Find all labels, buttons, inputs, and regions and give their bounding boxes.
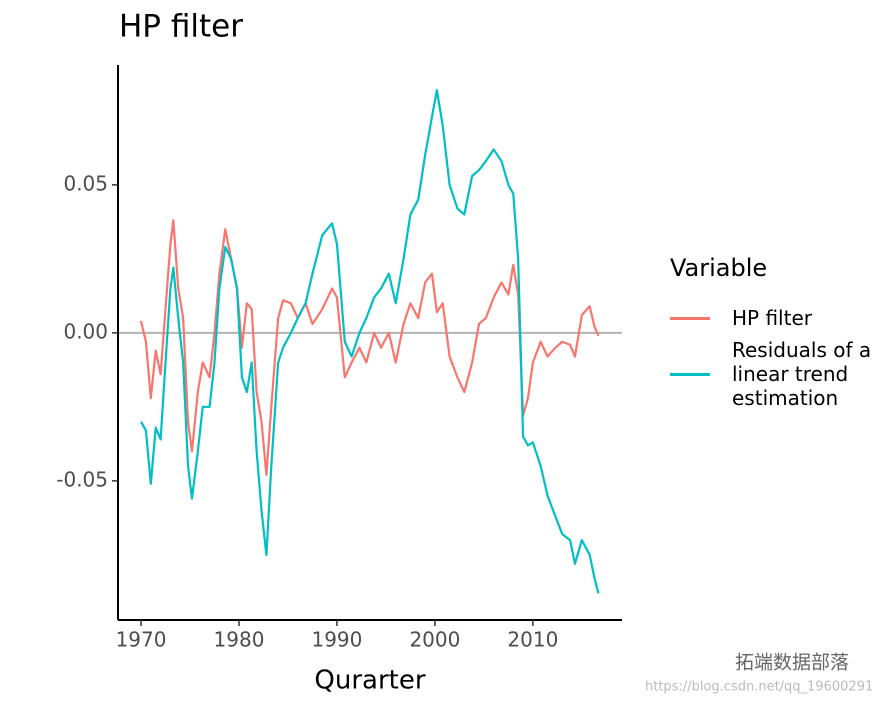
series-line: [139, 219, 600, 477]
x-tick-label: 1970: [116, 628, 167, 652]
legend-key: [670, 316, 710, 320]
legend-label: HP filter: [732, 306, 812, 330]
x-tick-label: 1990: [311, 628, 362, 652]
legend-key: [670, 372, 710, 376]
series-line: [140, 89, 600, 594]
legend-item: HP filter: [670, 306, 890, 330]
x-axis-label: Qurarter: [314, 666, 425, 696]
legend-label: Residuals of a linear trend estimation: [732, 338, 872, 410]
y-tick-label: 0.00: [63, 319, 108, 343]
y-tick-label: 0.05: [63, 171, 108, 195]
legend-item: Residuals of a linear trend estimation: [670, 338, 890, 410]
watermark: 拓端数据部落: [735, 652, 849, 674]
chart-title: HP filter: [119, 9, 243, 45]
legend: Variable HP filter Residuals of a linear …: [670, 254, 890, 418]
y-tick-label: -0.05: [56, 467, 108, 491]
legend-title: Variable: [670, 254, 768, 282]
x-tick-label: 2010: [507, 628, 558, 652]
watermark-url: https://blog.csdn.net/qq_19600291: [645, 680, 873, 695]
x-tick-label: 2000: [409, 628, 460, 652]
x-tick-label: 1980: [214, 628, 265, 652]
